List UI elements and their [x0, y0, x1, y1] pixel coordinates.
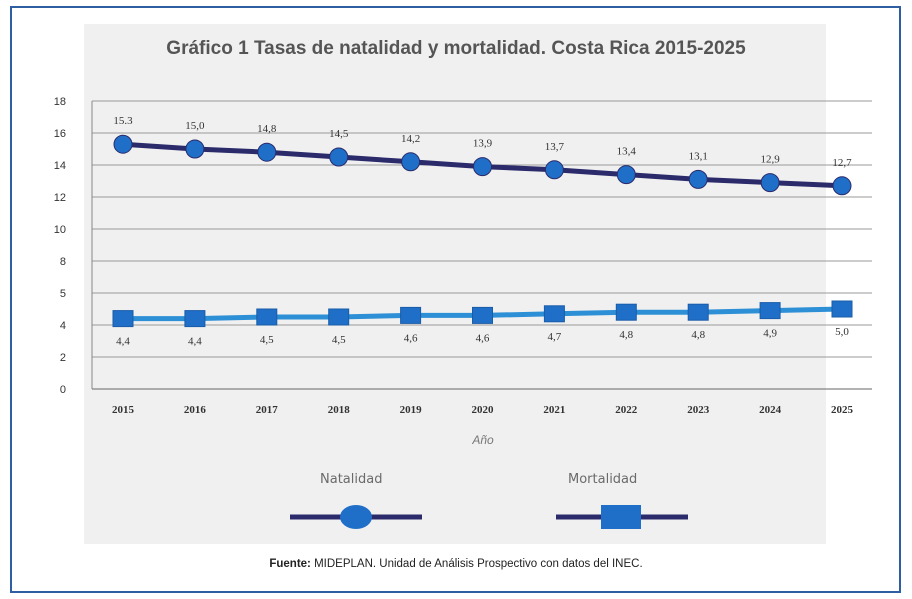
- x-tick-label: 2023: [687, 404, 710, 416]
- data-point-mortalidad: [112, 310, 134, 328]
- data-point-natalidad: [473, 157, 492, 177]
- data-point-natalidad: [185, 139, 205, 159]
- data-point-mortalidad: [759, 302, 781, 320]
- data-point-mortalidad: [328, 308, 350, 326]
- grid-layer: [92, 100, 872, 358]
- data-label-mortalidad: 5,0: [835, 326, 849, 338]
- x-tick-label: 2018: [328, 404, 351, 416]
- data-label-natalidad: 15.3: [113, 115, 133, 127]
- series-layer: [112, 134, 853, 328]
- data-point-mortalidad: [256, 308, 278, 326]
- data-point-natalidad: [760, 173, 780, 193]
- y-tick-label: 18: [54, 96, 66, 108]
- data-label-mortalidad: 4,8: [691, 329, 705, 341]
- data-label-natalidad: 13,9: [473, 138, 493, 150]
- y-tick-label: 4: [60, 320, 66, 332]
- data-label-mortalidad: 4,4: [116, 336, 130, 348]
- data-point-mortalidad: [400, 306, 422, 324]
- data-point-natalidad: [544, 160, 564, 180]
- data-point-natalidad: [113, 134, 133, 154]
- data-label-mortalidad: 4,9: [763, 328, 777, 340]
- data-label-natalidad: 14,5: [329, 128, 349, 140]
- data-point-natalidad: [688, 169, 708, 189]
- y-tick-label: 2: [60, 352, 66, 364]
- source-text: MIDEPLAN. Unidad de Análisis Prospectivo…: [310, 558, 643, 570]
- data-label-mortalidad: 4,8: [619, 329, 633, 341]
- data-label-mortalidad: 4,4: [188, 336, 202, 348]
- data-label-natalidad: 12,7: [832, 157, 852, 169]
- data-label-mortalidad: 4,5: [332, 334, 346, 346]
- legend-marker-natalidad: [340, 505, 372, 529]
- data-point-mortalidad: [687, 303, 709, 321]
- x-tick-label: 2016: [184, 404, 207, 416]
- y-tick-label: 12: [54, 192, 66, 204]
- source-note: Fuente: MIDEPLAN. Unidad de Análisis Pro…: [0, 558, 912, 570]
- chart-panel: [84, 24, 826, 544]
- data-label-mortalidad: 4,6: [404, 332, 418, 344]
- data-point-natalidad: [616, 165, 636, 185]
- y-tick-label: 16: [54, 128, 66, 140]
- x-tick-label: 2022: [615, 404, 638, 416]
- data-point-mortalidad: [615, 303, 637, 321]
- data-label-natalidad: 14,8: [257, 123, 277, 135]
- legend-label-natalidad: Natalidad: [320, 472, 383, 487]
- data-label-natalidad: 14,2: [401, 133, 420, 145]
- data-point-natalidad: [257, 142, 277, 162]
- data-point-mortalidad: [184, 310, 206, 328]
- data-label-mortalidad: 4,7: [548, 331, 562, 343]
- chart-title: Gráfico 1 Tasas de natalidad y mortalida…: [166, 38, 746, 59]
- y-tick-label: 10: [54, 224, 66, 236]
- data-point-natalidad: [832, 176, 852, 196]
- x-tick-label: 2025: [831, 404, 854, 416]
- x-tick-label: 2017: [256, 404, 279, 416]
- x-tick-label: 2024: [759, 404, 782, 416]
- y-tick-label: 0: [60, 384, 66, 396]
- axis-layer: 0 2 4 5 8 10 12 14 16 18 2015 2016 2017 2018 2019 2020 2…: [54, 96, 872, 416]
- y-tick-label: 8: [60, 256, 66, 268]
- data-label-natalidad: 15,0: [185, 120, 205, 132]
- y-tick-label: 14: [54, 160, 66, 172]
- x-axis-label: Año: [471, 433, 494, 447]
- data-point-natalidad: [329, 147, 349, 167]
- x-tick-label: 2015: [112, 404, 135, 416]
- data-label-natalidad: 13,1: [689, 150, 708, 162]
- data-label-natalidad: 12,9: [760, 154, 780, 166]
- data-label-natalidad: 13,4: [617, 146, 637, 158]
- data-point-mortalidad: [472, 306, 493, 324]
- source-prefix: Fuente:: [269, 558, 311, 570]
- data-label-mortalidad: 4,6: [476, 332, 490, 344]
- legend-label-mortalidad: Mortalidad: [568, 472, 638, 487]
- data-point-mortalidad: [543, 305, 565, 323]
- data-label-natalidad: 13,7: [545, 141, 565, 153]
- data-label-mortalidad: 4,5: [260, 334, 274, 346]
- legend-marker-mortalidad: [601, 505, 641, 529]
- legend: [290, 505, 688, 529]
- data-point-mortalidad: [831, 300, 853, 318]
- x-tick-label: 2019: [400, 404, 423, 416]
- y-tick-label: 5: [60, 288, 66, 300]
- x-tick-label: 2021: [543, 404, 565, 416]
- x-tick-label: 2020: [472, 404, 495, 416]
- data-point-natalidad: [401, 152, 421, 172]
- label-layer: 15.3 15,0 14,8 14,5 14,2 13,9 13,7 13,4 13,1 12,9…: [113, 115, 852, 347]
